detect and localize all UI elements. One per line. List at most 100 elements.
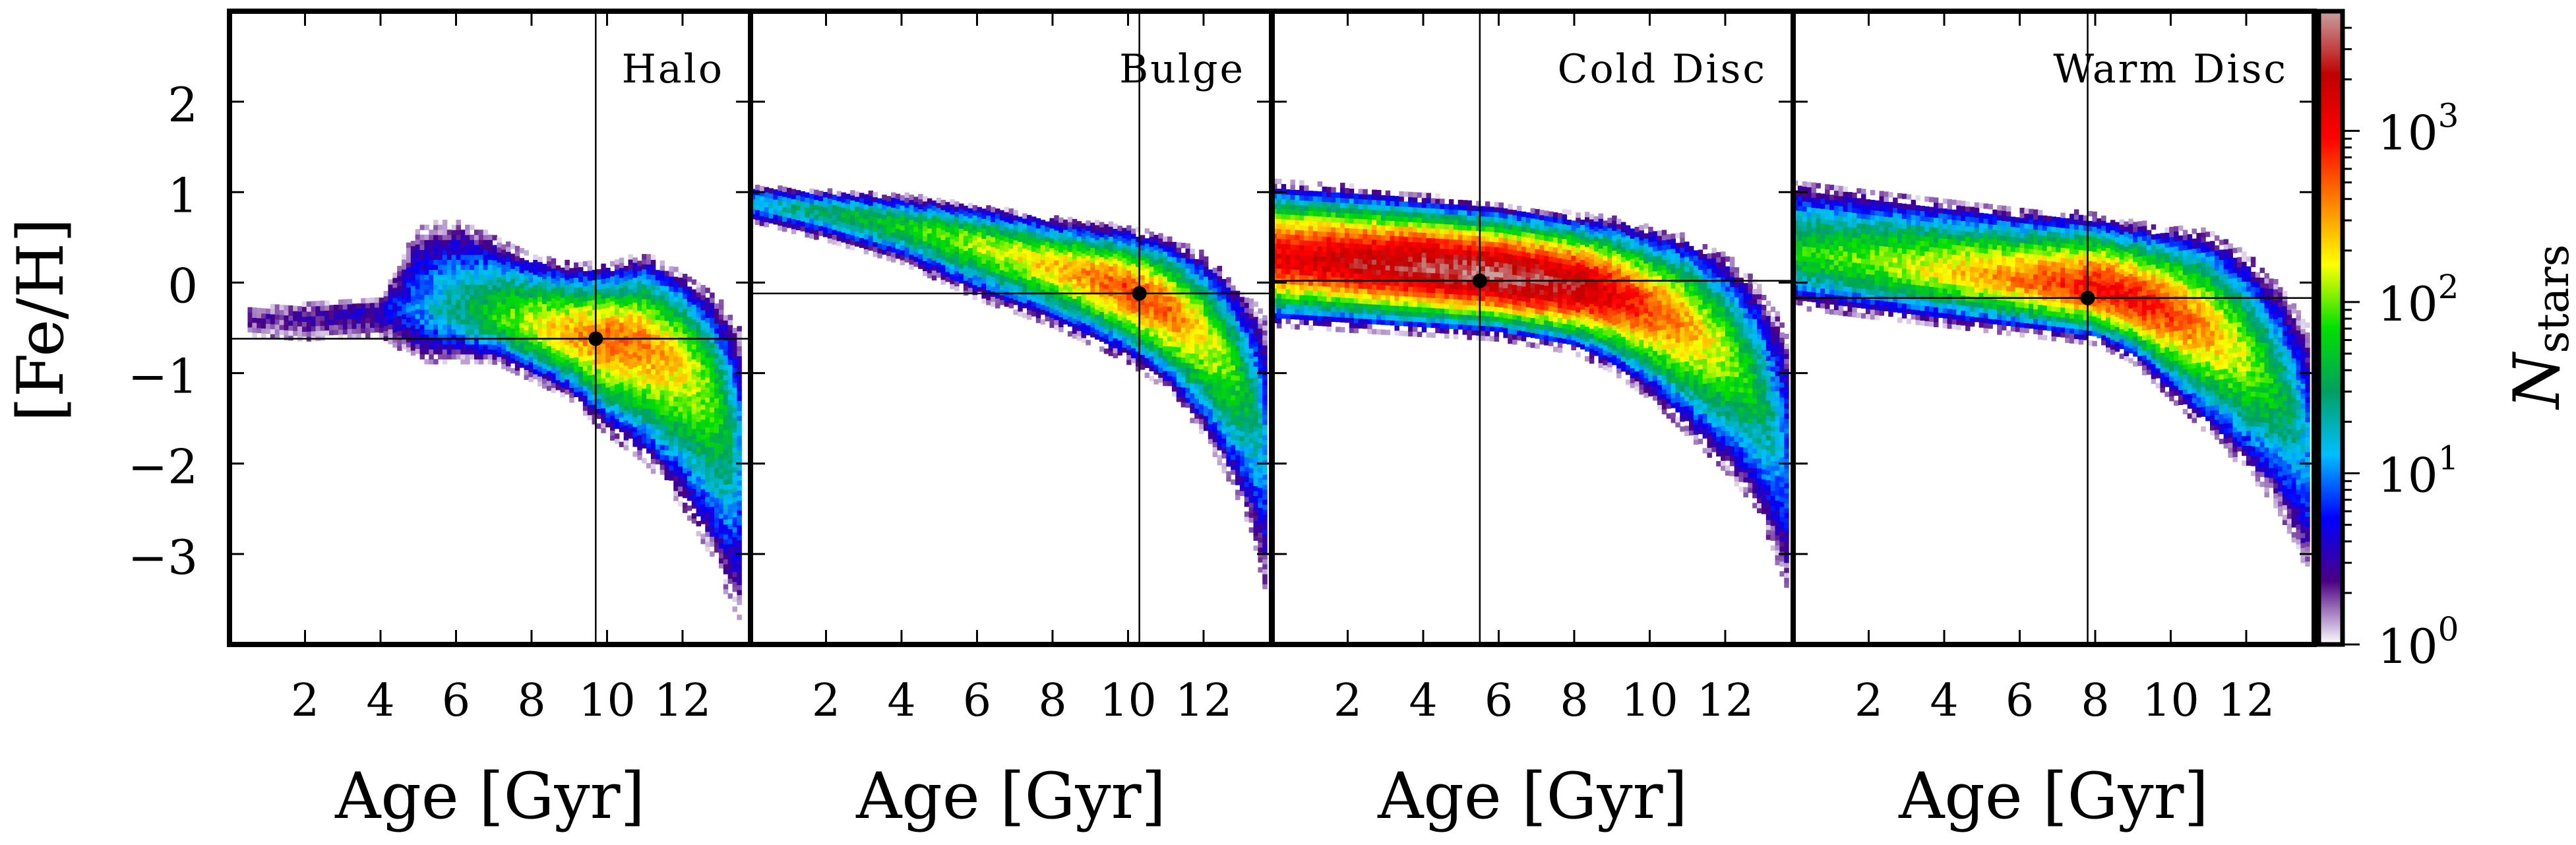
heatmap-cell — [1113, 283, 1119, 289]
heatmap-cell — [637, 315, 642, 321]
heatmap-cell — [691, 488, 697, 494]
heatmap-cell — [1163, 301, 1168, 307]
heatmap-cell — [890, 227, 896, 233]
heatmap-cell — [429, 265, 434, 270]
heatmap-cell — [1099, 251, 1105, 257]
heatmap-cell — [560, 292, 565, 298]
heatmap-cell — [646, 348, 652, 354]
heatmap-cell — [782, 201, 787, 207]
heatmap-cell — [737, 420, 742, 426]
heatmap-cell — [682, 318, 688, 325]
heatmap-cell — [718, 463, 724, 469]
heatmap-cell — [691, 304, 697, 310]
heatmap-cell — [927, 208, 933, 214]
heatmap-cell — [347, 309, 353, 315]
heatmap-cell — [1217, 321, 1223, 327]
heatmap-cell — [1113, 323, 1119, 329]
heatmap-cell — [478, 324, 484, 330]
heatmap-cell — [1095, 265, 1100, 270]
heatmap-cell — [705, 377, 710, 383]
heatmap-cell — [406, 312, 412, 318]
heatmap-cell — [537, 286, 543, 292]
heatmap-cell — [610, 360, 615, 366]
heatmap-cell — [1140, 249, 1146, 256]
heatmap-cell — [650, 254, 656, 261]
heatmap-cell — [465, 279, 470, 285]
heatmap-cell — [696, 426, 702, 432]
heatmap-cell — [737, 549, 742, 555]
heatmap-cell — [1067, 276, 1073, 282]
heatmap-cell — [265, 318, 271, 325]
heatmap-cell — [1140, 280, 1146, 286]
heatmap-cell — [460, 289, 466, 295]
heatmap-cell — [1131, 342, 1136, 349]
heatmap-cell — [542, 373, 547, 379]
heatmap-cell — [678, 401, 683, 407]
heatmap-cell — [900, 205, 905, 211]
heatmap-cell — [1108, 325, 1114, 332]
heatmap-cell — [691, 463, 697, 469]
heatmap-cell — [737, 584, 742, 590]
heatmap-cell — [514, 255, 520, 261]
heatmap-cell — [859, 222, 865, 228]
heatmap-cell — [501, 284, 506, 290]
heatmap-cell — [1176, 242, 1182, 248]
heatmap-cell — [610, 395, 615, 401]
heatmap-cell — [832, 239, 838, 245]
heatmap-cell — [687, 406, 692, 412]
heatmap-cell — [999, 215, 1005, 221]
heatmap-cell — [900, 220, 905, 226]
heatmap-cell — [1221, 303, 1227, 309]
heatmap-cell — [822, 226, 828, 232]
heatmap-cell — [805, 232, 810, 238]
heatmap-cell — [592, 359, 598, 365]
heatmap-cell — [1135, 276, 1141, 282]
heatmap-cell — [574, 312, 579, 318]
heatmap-cell — [687, 321, 692, 327]
heatmap-cell — [1208, 423, 1213, 429]
heatmap-cell — [555, 305, 561, 311]
heatmap-cell — [483, 339, 489, 345]
heatmap-cell — [501, 348, 506, 354]
heatmap-cell — [977, 222, 982, 228]
heatmap-cell — [492, 339, 497, 345]
heatmap-cell — [705, 476, 710, 482]
heatmap-cell — [1226, 301, 1231, 308]
heatmap-cell — [555, 355, 561, 361]
heatmap-cell — [1095, 304, 1100, 310]
heatmap-cell — [1022, 268, 1027, 274]
heatmap-cell — [1212, 396, 1218, 403]
heatmap-cell — [619, 422, 625, 427]
heatmap-cell — [855, 206, 860, 212]
heatmap-cell — [619, 372, 625, 378]
heatmap-cell — [650, 304, 656, 310]
heatmap-cell — [710, 427, 715, 433]
heatmap-cell — [1171, 321, 1177, 327]
heatmap-cell — [705, 536, 710, 542]
heatmap-cell — [669, 391, 674, 396]
heatmap-cell — [1185, 377, 1190, 383]
heatmap-cell — [696, 471, 702, 477]
heatmap-cell — [673, 306, 679, 312]
heatmap-cell — [388, 309, 393, 315]
heatmap-cell — [356, 313, 361, 319]
heatmap-cell — [727, 513, 733, 519]
heatmap-cell — [429, 284, 434, 290]
heatmap-cell — [574, 307, 579, 313]
heatmap-cell — [1027, 255, 1032, 261]
heatmap-cell — [786, 203, 792, 208]
heatmap-cell — [655, 374, 661, 380]
heatmap-cell — [1008, 218, 1014, 224]
heatmap-cell — [1040, 239, 1046, 245]
heatmap-cell — [1199, 423, 1204, 429]
heatmap-cell — [320, 300, 325, 306]
heatmap-cell — [673, 282, 679, 288]
heatmap-cell — [601, 283, 606, 289]
heatmap-cell — [574, 262, 579, 268]
heatmap-cell — [950, 199, 955, 205]
heatmap-cell — [999, 249, 1005, 256]
heatmap-cell — [1086, 315, 1091, 321]
heatmap-cell — [478, 265, 484, 270]
heatmap-cell — [945, 222, 950, 228]
heatmap-cell — [338, 319, 344, 325]
